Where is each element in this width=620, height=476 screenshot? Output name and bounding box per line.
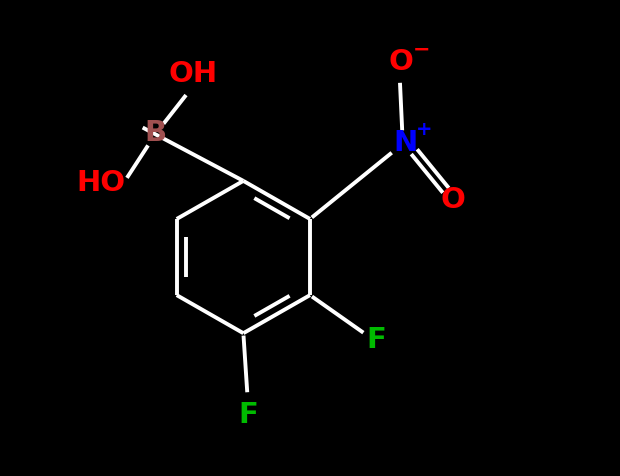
Text: +: + (416, 120, 433, 139)
Text: O: O (440, 186, 465, 214)
Text: OH: OH (169, 60, 218, 88)
Text: −: − (413, 40, 431, 60)
Text: O: O (388, 48, 413, 76)
Text: B: B (144, 119, 166, 147)
Text: HO: HO (76, 169, 125, 197)
Text: N: N (393, 129, 417, 157)
Text: F: F (366, 327, 387, 354)
Text: F: F (238, 401, 258, 429)
